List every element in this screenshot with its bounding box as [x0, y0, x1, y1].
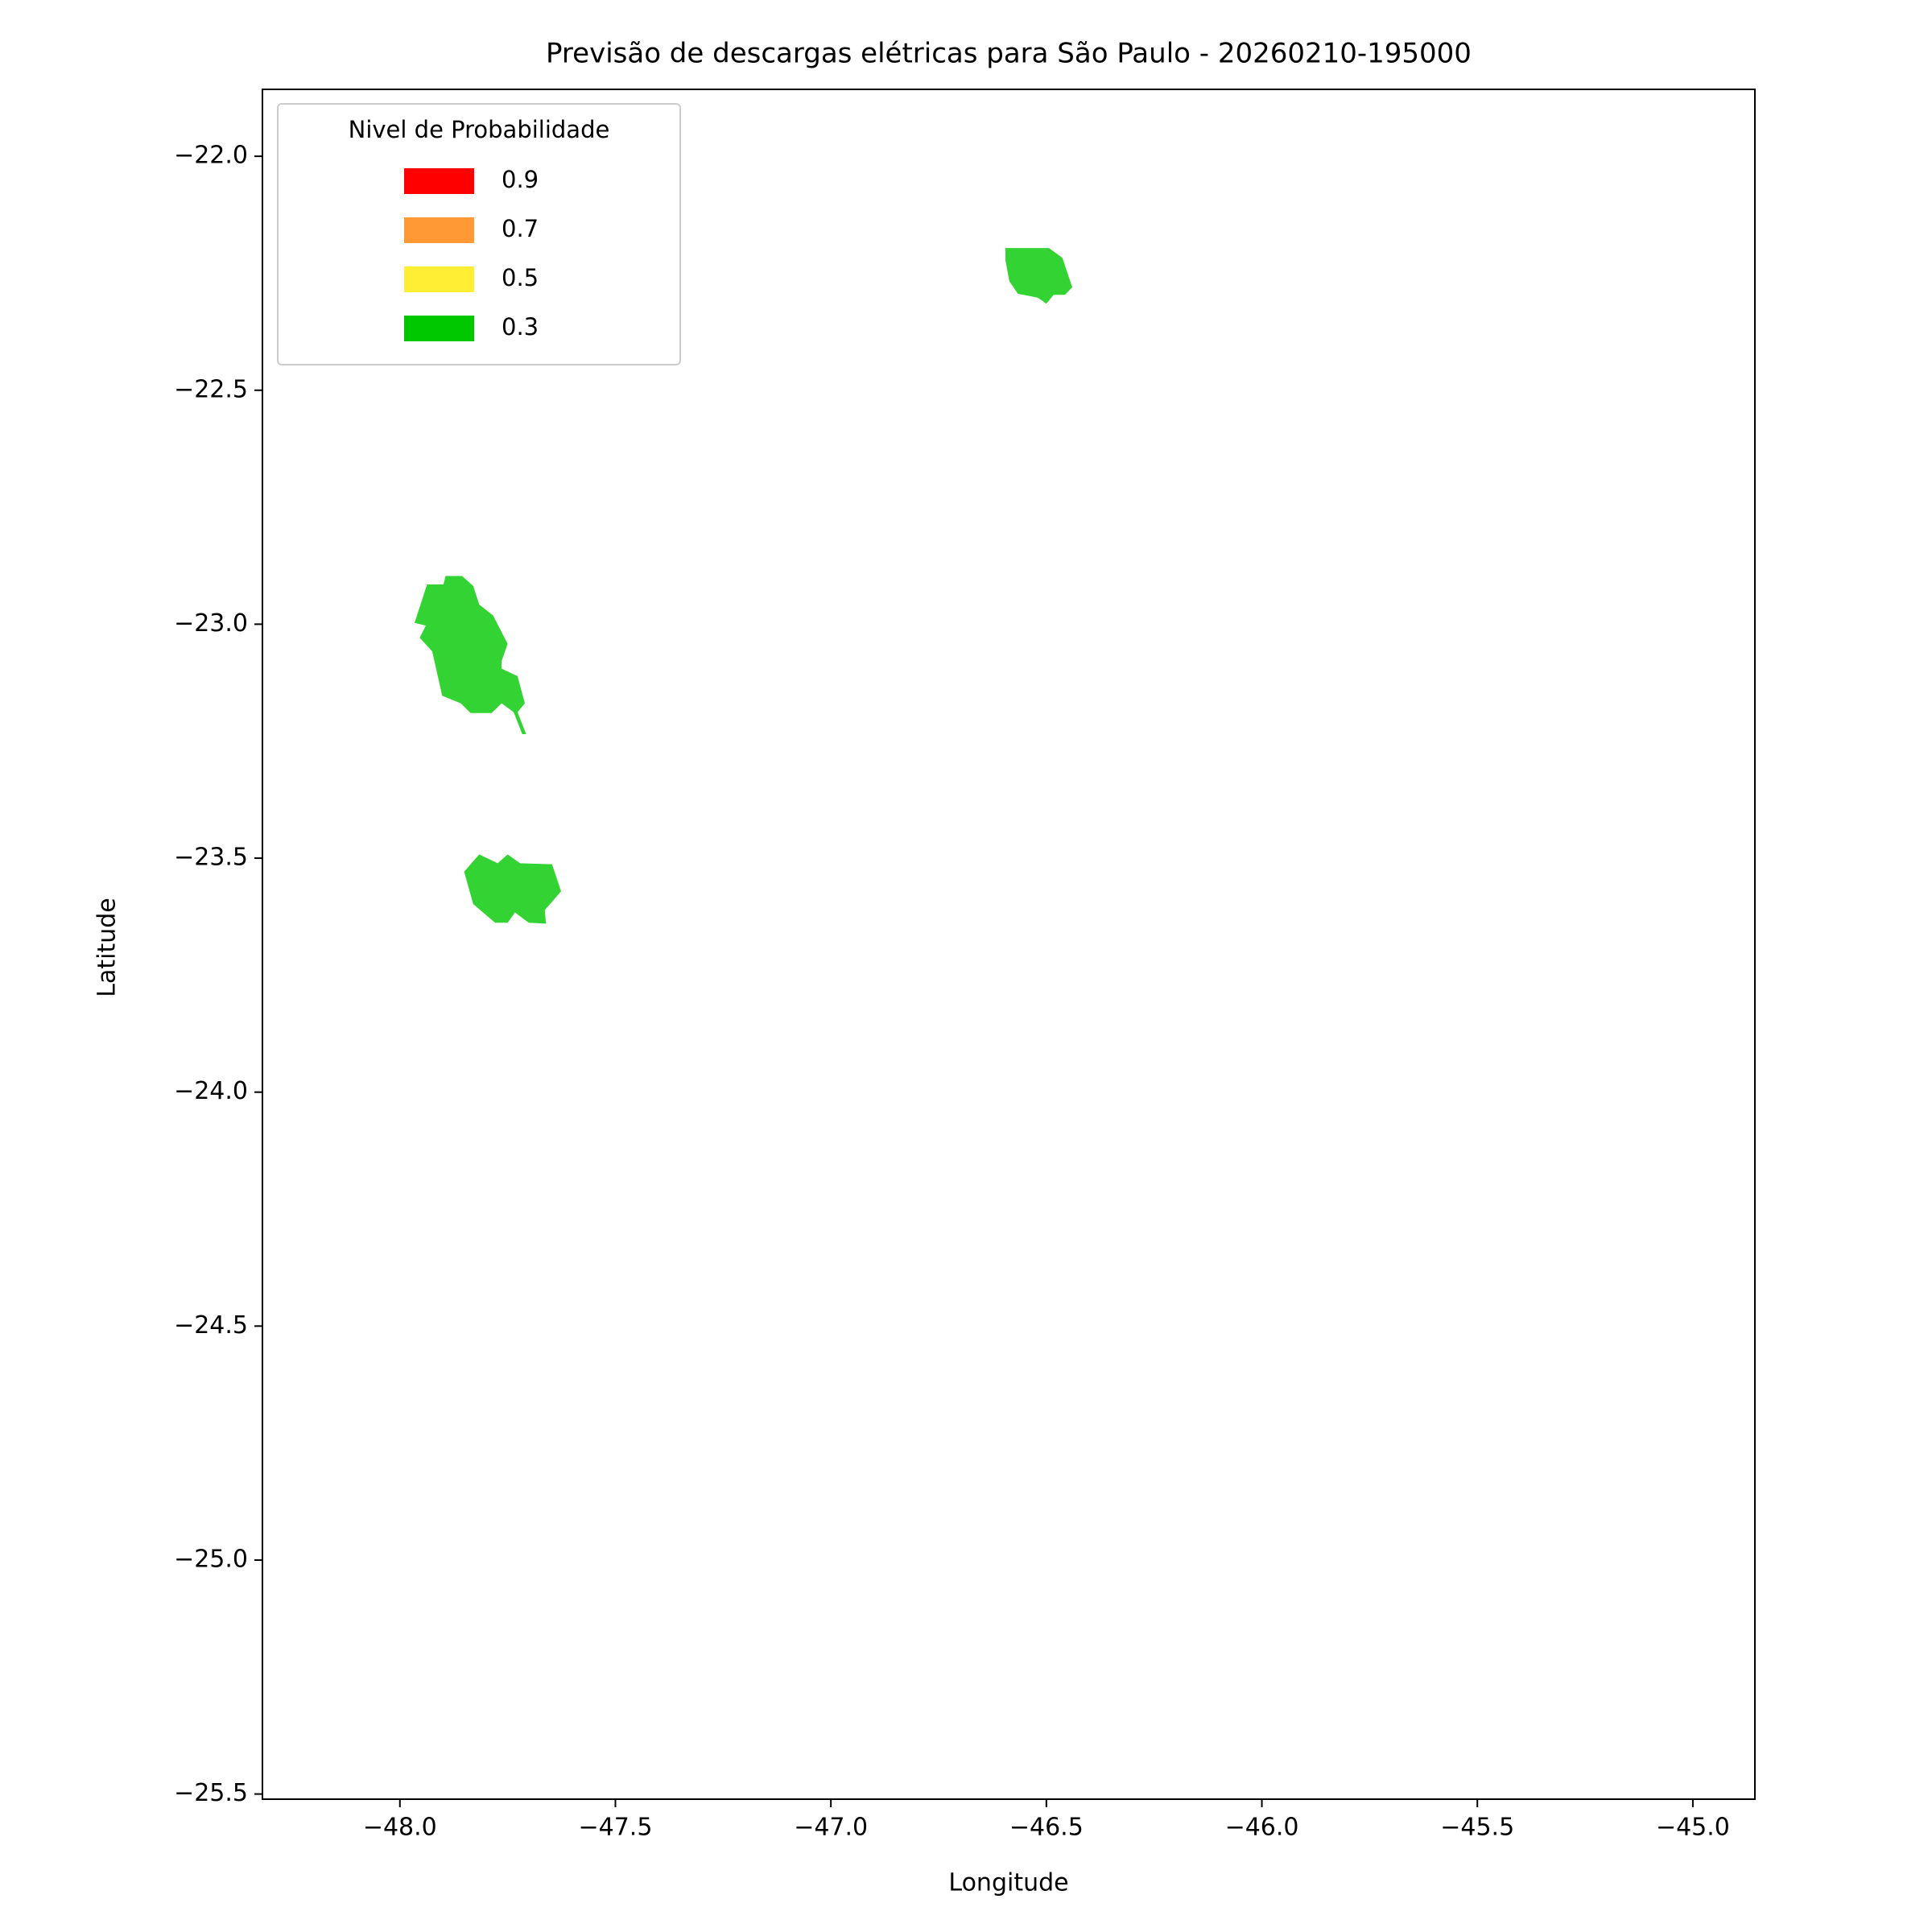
x-tick-label: −46.0	[1225, 1814, 1299, 1842]
legend-label: 0.5	[502, 264, 539, 291]
legend-label: 0.9	[502, 166, 539, 193]
y-tick-label: −25.5	[174, 1779, 248, 1807]
x-axis-label: Longitude	[948, 1869, 1068, 1897]
chart-title: Previsão de descargas elétricas para São…	[546, 38, 1472, 70]
x-tick-label: −48.0	[363, 1814, 437, 1842]
legend-label: 0.7	[502, 215, 539, 242]
y-tick-label: −22.5	[174, 375, 248, 403]
legend-swatch	[404, 266, 474, 292]
region	[464, 854, 561, 924]
y-tick-label: −23.5	[174, 844, 248, 872]
x-tick-label: −45.0	[1656, 1814, 1730, 1842]
y-axis-label: Latitude	[93, 898, 122, 997]
legend-swatch	[404, 168, 474, 194]
legend-title: Nivel de Probabilidade	[349, 116, 610, 143]
legend-box	[277, 103, 681, 365]
y-tick-label: −22.0	[174, 142, 248, 170]
legend-swatch	[404, 316, 474, 341]
x-tick-label: −45.5	[1440, 1814, 1514, 1842]
region	[415, 576, 526, 734]
y-tick-label: −25.0	[174, 1545, 248, 1573]
region	[1005, 248, 1072, 304]
x-tick-label: −47.5	[579, 1814, 653, 1842]
y-tick-label: −23.0	[174, 609, 248, 638]
plot-frame	[262, 89, 1756, 1800]
x-tick-label: −47.0	[794, 1814, 868, 1842]
x-tick-label: −46.5	[1009, 1814, 1084, 1842]
legend-label: 0.3	[502, 313, 539, 341]
legend-swatch	[404, 217, 474, 243]
y-tick-label: −24.0	[174, 1077, 248, 1105]
y-tick-label: −24.5	[174, 1311, 248, 1340]
